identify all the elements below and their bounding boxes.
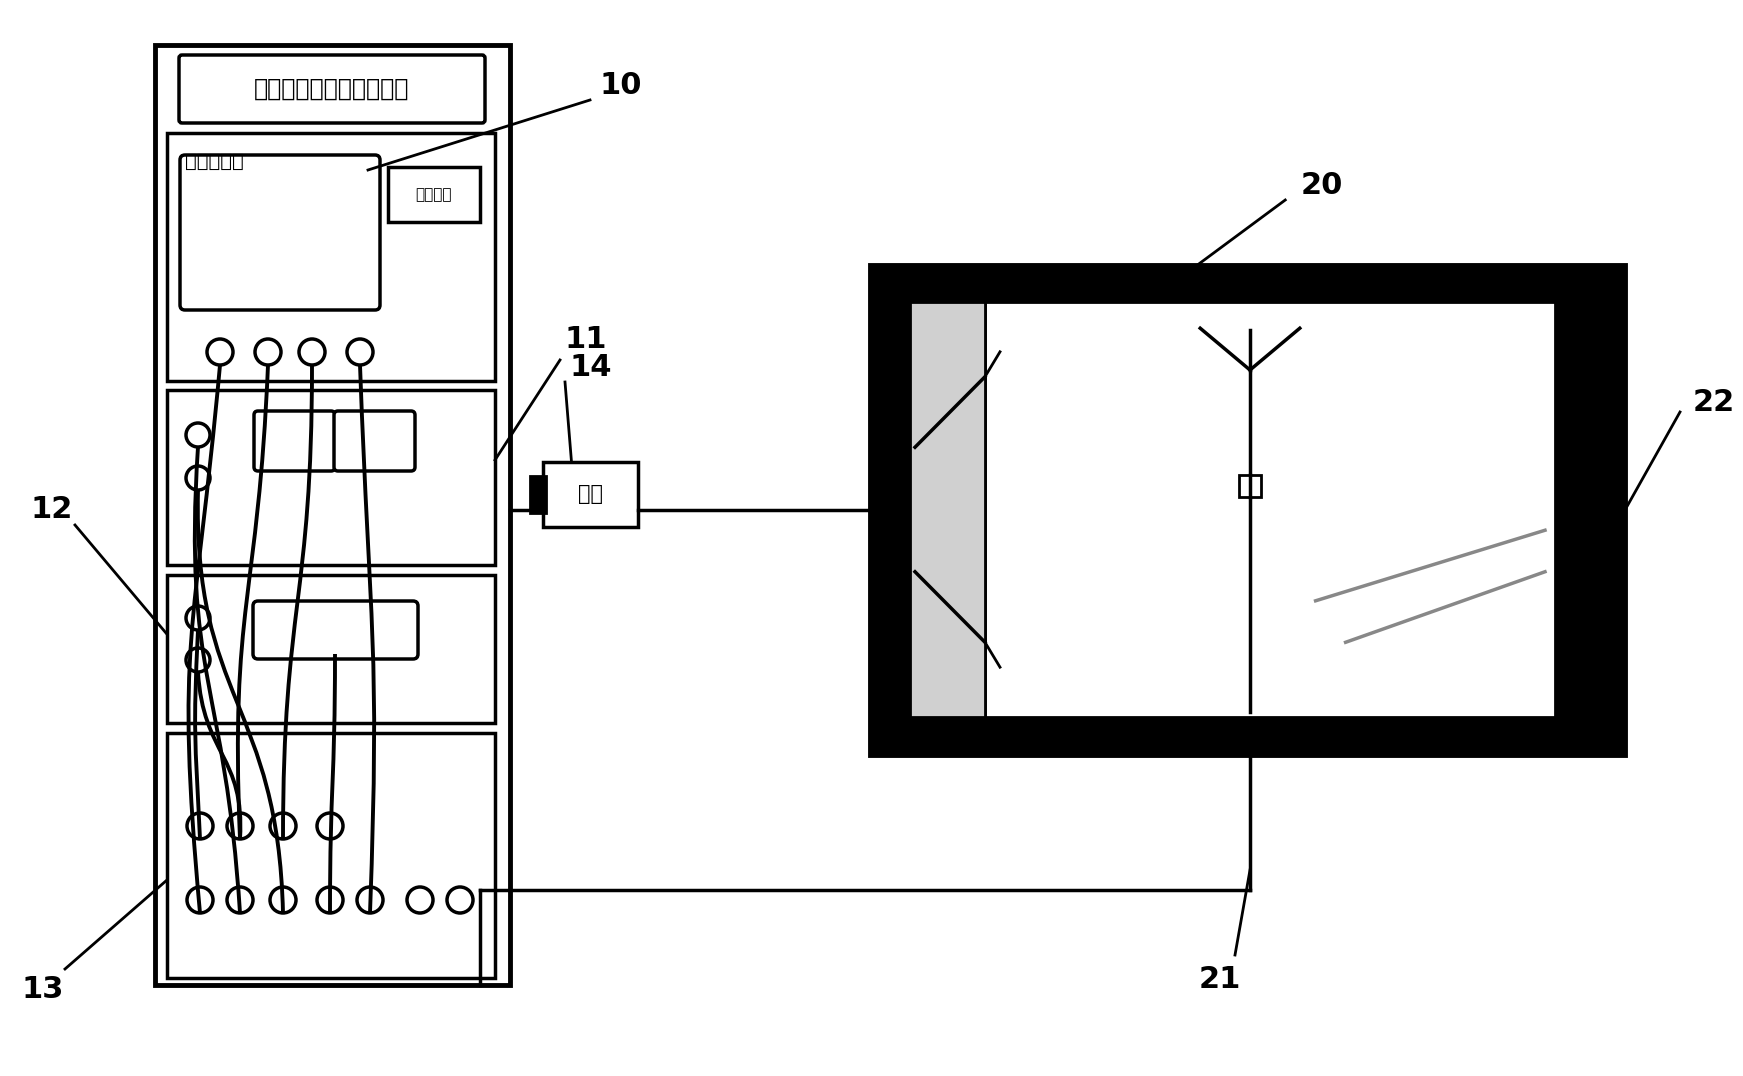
Text: 10: 10 xyxy=(600,71,643,99)
Bar xyxy=(155,45,511,985)
Bar xyxy=(1239,475,1260,497)
FancyBboxPatch shape xyxy=(180,55,485,123)
Bar xyxy=(910,302,985,717)
Bar xyxy=(167,575,495,723)
Text: 21: 21 xyxy=(1199,965,1241,994)
Text: 20: 20 xyxy=(1300,170,1342,199)
FancyBboxPatch shape xyxy=(180,155,380,310)
Text: 负载: 负载 xyxy=(579,484,603,505)
Text: 13: 13 xyxy=(23,975,64,1004)
FancyBboxPatch shape xyxy=(253,601,418,659)
Bar xyxy=(530,476,546,513)
Bar xyxy=(167,733,495,978)
Text: 11: 11 xyxy=(565,326,608,354)
Bar xyxy=(870,265,1624,755)
Bar xyxy=(985,302,1555,717)
Text: 14: 14 xyxy=(570,353,612,382)
Text: 12: 12 xyxy=(30,496,73,524)
Text: 大功率互调失真测试系统: 大功率互调失真测试系统 xyxy=(254,77,410,101)
Text: 网络分析仪: 网络分析仪 xyxy=(185,152,244,170)
Bar xyxy=(389,167,479,222)
FancyBboxPatch shape xyxy=(335,411,415,471)
Text: 操作按劂: 操作按劂 xyxy=(417,187,451,202)
Bar xyxy=(167,133,495,381)
FancyBboxPatch shape xyxy=(254,411,335,471)
Text: 22: 22 xyxy=(1692,387,1736,416)
Bar xyxy=(167,390,495,565)
Bar xyxy=(544,462,638,527)
